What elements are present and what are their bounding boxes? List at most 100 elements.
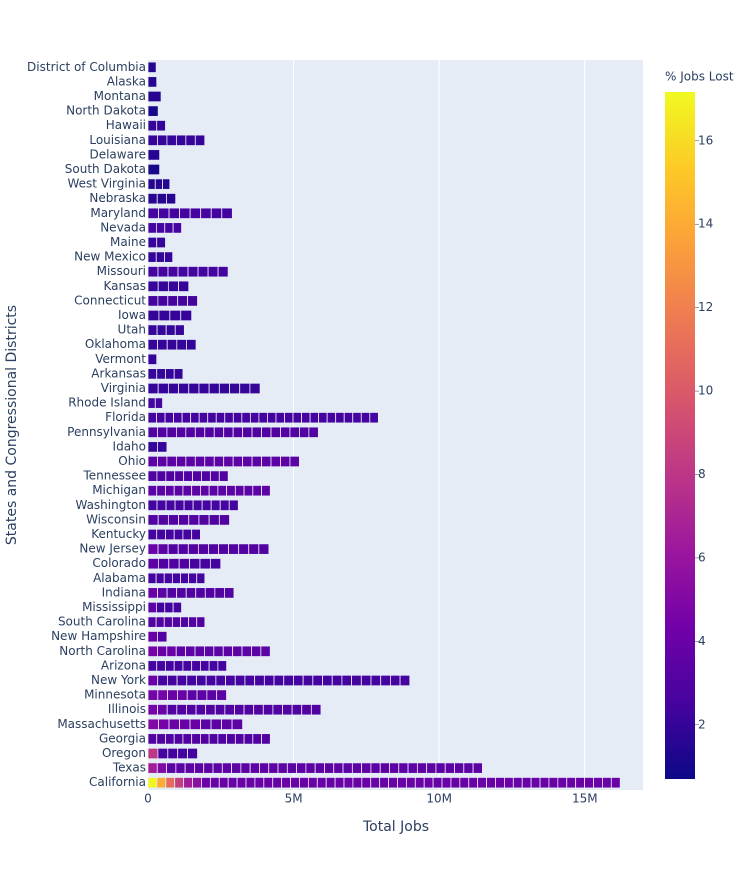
district-segment — [351, 674, 362, 687]
district-segment — [167, 280, 179, 292]
district-segment — [326, 412, 337, 424]
district-segment — [165, 324, 176, 336]
district-segment — [210, 207, 223, 219]
district-segment — [261, 455, 272, 468]
y-tick-label: Massachusetts — [57, 717, 146, 731]
district-segment — [147, 587, 158, 599]
district-segment — [157, 543, 169, 555]
district-segment — [324, 762, 335, 774]
district-segment — [407, 762, 418, 774]
district-segment — [147, 251, 157, 263]
district-segment — [217, 660, 228, 672]
district-segment — [165, 777, 176, 789]
district-segment — [194, 426, 206, 438]
district-segment — [254, 674, 265, 687]
district-segment — [289, 455, 300, 468]
district-segment — [229, 382, 241, 395]
district-segment — [194, 645, 205, 657]
district-segment — [173, 733, 184, 745]
colorbar-tick-label: 14 — [698, 217, 713, 231]
y-tick-label: Georgia — [99, 731, 146, 745]
district-segment — [213, 455, 225, 468]
district-segment — [182, 733, 193, 745]
district-segment — [414, 777, 425, 789]
district-segment — [178, 514, 190, 526]
district-segment — [191, 485, 201, 497]
district-segment — [463, 762, 474, 774]
district-segment — [183, 499, 194, 511]
district-segment — [174, 499, 185, 511]
district-segment — [185, 134, 196, 146]
district-segment — [206, 689, 218, 701]
plot-area — [148, 60, 643, 790]
district-segment — [388, 777, 398, 789]
district-segment — [243, 485, 254, 497]
district-segment — [390, 674, 401, 687]
district-segment — [351, 762, 363, 774]
district-segment — [166, 339, 178, 351]
colorbar-tick-label: 2 — [698, 717, 706, 731]
district-segment — [173, 660, 184, 672]
district-segment — [263, 674, 275, 687]
district-segment — [147, 485, 158, 497]
district-segment — [177, 747, 188, 760]
district-segment — [167, 747, 179, 760]
y-tick-label: Kentucky — [91, 527, 146, 541]
district-segment — [147, 470, 158, 482]
district-segment — [178, 280, 190, 292]
y-tick-label: Rhode Island — [68, 396, 146, 410]
district-segment — [165, 660, 175, 672]
district-segment — [167, 382, 179, 395]
district-segment — [188, 514, 200, 526]
district-segment — [147, 762, 158, 774]
district-segment — [147, 382, 159, 395]
district-segment — [168, 207, 181, 219]
y-tick-label: Maryland — [90, 206, 146, 220]
district-segment — [157, 631, 168, 643]
district-segment — [164, 222, 174, 234]
y-tick-label: Arkansas — [91, 366, 146, 380]
district-segment — [280, 455, 291, 468]
district-segment — [444, 762, 455, 774]
district-segment — [147, 747, 159, 760]
district-segment — [204, 455, 215, 468]
district-segment — [166, 704, 178, 716]
district-segment — [204, 587, 216, 599]
district-segment — [216, 689, 227, 701]
district-segment — [156, 733, 166, 745]
district-segment — [360, 674, 372, 687]
district-segment — [222, 645, 234, 657]
district-segment — [260, 645, 271, 657]
district-segment — [176, 587, 187, 599]
y-tick-label: Nebraska — [89, 191, 146, 205]
district-segment — [156, 120, 166, 132]
district-segment — [228, 543, 240, 555]
district-segment — [167, 689, 178, 701]
district-segment — [459, 777, 470, 789]
district-segment — [218, 777, 229, 789]
district-segment — [238, 543, 250, 555]
district-segment — [369, 412, 379, 424]
district-segment — [189, 207, 202, 219]
district-segment — [162, 178, 171, 190]
district-segment — [186, 704, 197, 716]
district-segment — [199, 558, 211, 570]
district-segment — [232, 455, 244, 468]
y-tick-label: South Dakota — [65, 162, 146, 176]
district-segment — [299, 426, 310, 438]
district-segment — [207, 412, 217, 424]
district-segment — [210, 718, 222, 730]
district-segment — [165, 733, 175, 745]
district-segment — [147, 616, 157, 628]
district-segment — [154, 178, 163, 190]
district-segment — [178, 382, 190, 395]
district-segment — [566, 777, 577, 789]
district-segment — [225, 674, 236, 687]
district-segment — [217, 485, 228, 497]
district-segment — [195, 704, 207, 716]
district-segment — [405, 777, 416, 789]
district-segment — [191, 528, 201, 541]
district-segment — [204, 645, 215, 657]
colorbar-tick-label: 8 — [698, 467, 706, 481]
district-segment — [290, 777, 300, 789]
